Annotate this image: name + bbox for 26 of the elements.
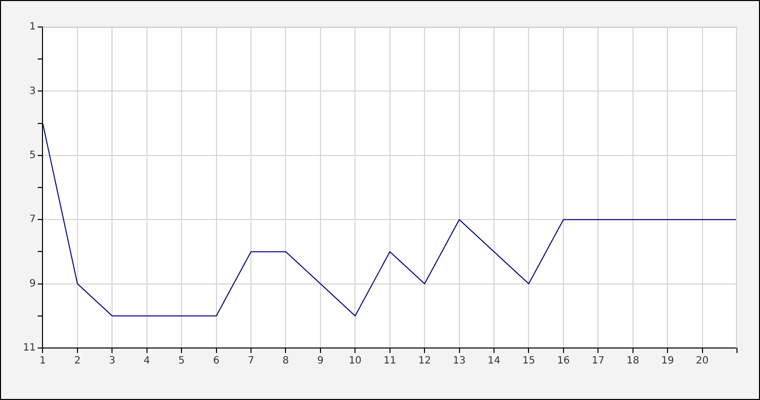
- x-tick-label: 1: [40, 356, 46, 367]
- x-tick-label: 13: [452, 356, 466, 367]
- x-tick-label: 3: [108, 356, 116, 367]
- x-tick-label: 2: [74, 356, 81, 367]
- x-tick-label: 12: [418, 356, 431, 367]
- x-tick-label: 14: [488, 356, 500, 367]
- x-tick-label: 4: [144, 356, 150, 367]
- x-tick-label: 15: [522, 356, 536, 367]
- x-tick-label: 19: [661, 356, 674, 367]
- x-tick-label: 6: [213, 356, 220, 367]
- x-tick-label: 20: [696, 356, 709, 367]
- y-tick-label: 3: [29, 86, 36, 97]
- x-tick-label: 17: [592, 356, 605, 367]
- y-tick-label: 5: [29, 150, 36, 161]
- x-tick-label: 16: [557, 356, 570, 367]
- y-tick-label: 1: [29, 22, 36, 33]
- x-tick-label: 8: [282, 356, 289, 367]
- y-tick-label: 11: [22, 342, 36, 354]
- x-tick-label: 7: [248, 356, 254, 367]
- x-tick-label: 18: [626, 356, 640, 367]
- x-tick-label: 9: [317, 356, 324, 367]
- x-tick-label: 11: [383, 356, 396, 367]
- y-tick-label: 7: [29, 214, 36, 226]
- x-tick-label: 5: [178, 356, 185, 367]
- y-tick-label: 9: [29, 278, 36, 290]
- x-tick-label: 10: [348, 356, 362, 367]
